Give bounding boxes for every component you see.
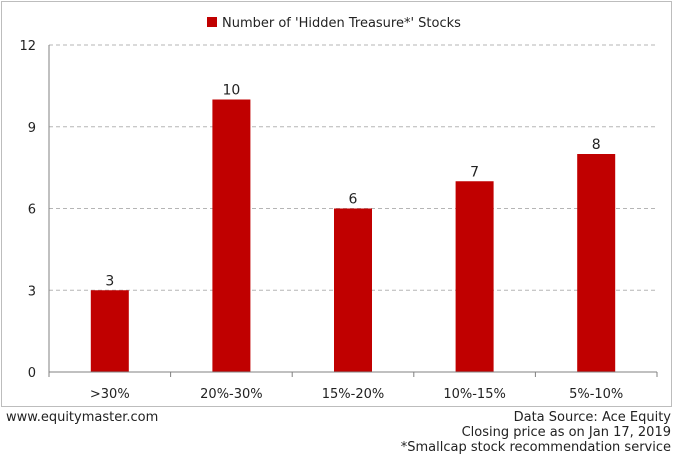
- x-tick-label: 20%-30%: [200, 387, 262, 402]
- bar: [90, 290, 129, 372]
- footer-notes: Data Source: Ace Equity Closing price as…: [401, 410, 671, 455]
- data-label: 3: [105, 273, 114, 289]
- x-tick-label: 5%-10%: [569, 387, 623, 402]
- data-source-note: Data Source: Ace Equity: [513, 410, 671, 425]
- x-tick-label: 15%-20%: [322, 387, 384, 402]
- bar-chart: 0 3 6 9 12 3 10 6 7 8 >30% 20%-30% 15%-20% 10%-15% 5…: [19, 16, 658, 402]
- footnote: *Smallcap stock recommendation service: [400, 440, 671, 455]
- y-tick-label: 9: [28, 121, 36, 136]
- x-axis: >30% 20%-30% 15%-20% 10%-15% 5%-10%: [48, 371, 658, 402]
- legend-label: Number of 'Hidden Treasure*' Stocks: [222, 16, 461, 31]
- legend-swatch: [207, 17, 217, 27]
- bars: 3 10 6 7 8: [90, 83, 616, 372]
- x-tick-label: >30%: [90, 387, 130, 402]
- y-tick-label: 6: [28, 203, 36, 218]
- data-label: 6: [349, 192, 358, 208]
- bar: [334, 208, 372, 372]
- bar: [212, 99, 251, 372]
- website-label: www.equitymaster.com: [6, 410, 159, 425]
- y-tick-label: 3: [28, 284, 36, 299]
- y-axis: 0 3 6 9 12: [19, 39, 50, 381]
- data-label: 10: [222, 83, 240, 99]
- bar: [455, 181, 494, 372]
- data-label: 7: [470, 164, 479, 180]
- legend: Number of 'Hidden Treasure*' Stocks: [207, 16, 461, 31]
- bar: [577, 154, 616, 372]
- y-tick-label: 0: [28, 366, 36, 381]
- y-tick-label: 12: [19, 39, 36, 54]
- data-label: 8: [592, 137, 601, 153]
- x-tick-label: 10%-15%: [443, 387, 505, 402]
- closing-price-note: Closing price as on Jan 17, 2019: [461, 425, 671, 440]
